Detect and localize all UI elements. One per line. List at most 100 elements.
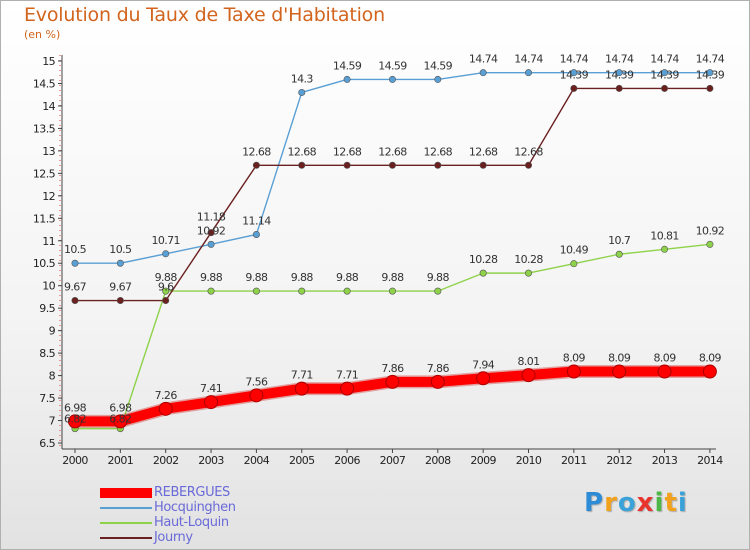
data-label: 8.09	[608, 352, 631, 365]
data-point	[706, 240, 714, 248]
data-point	[204, 395, 219, 410]
data-point	[388, 287, 396, 295]
x-tick-label: 2003	[198, 454, 224, 467]
legend-swatch	[100, 507, 152, 509]
data-label: 10.71	[151, 234, 180, 247]
data-label: 8.09	[699, 352, 722, 365]
data-point	[298, 287, 306, 295]
data-point	[702, 364, 717, 379]
data-point	[479, 69, 487, 77]
y-tick-label: 13	[42, 145, 55, 158]
data-label: 10.81	[650, 229, 679, 242]
data-label: 14.74	[469, 53, 498, 66]
data-point	[388, 75, 396, 83]
data-point	[207, 240, 215, 248]
data-point	[524, 269, 532, 277]
legend-swatch	[100, 537, 152, 539]
data-label: 10.7	[608, 234, 631, 247]
y-tick-label: 13.5	[33, 122, 56, 135]
x-tick-label: 2007	[380, 454, 406, 467]
data-point	[68, 414, 82, 429]
data-point	[657, 364, 672, 379]
data-point	[706, 84, 714, 92]
x-tick-label: 2005	[289, 454, 315, 467]
data-point	[661, 69, 669, 77]
x-tick-label: 2012	[606, 454, 632, 467]
data-label: 14.59	[378, 59, 407, 72]
legend-label: Haut-Loquin	[154, 515, 229, 530]
data-point	[162, 250, 170, 258]
data-label: 9.67	[109, 281, 132, 294]
y-tick-label: 9.5	[39, 302, 55, 315]
data-point	[430, 374, 445, 389]
data-point	[252, 161, 260, 169]
y-tick-label: 10.5	[33, 257, 56, 270]
data-label: 8.09	[654, 352, 677, 365]
data-label: 12.68	[333, 145, 362, 158]
data-point	[252, 230, 260, 238]
data-label: 7.26	[155, 389, 178, 402]
data-label: 9.67	[64, 281, 87, 294]
data-label: 12.68	[288, 145, 317, 158]
proxiti-logo: Proxiti	[584, 488, 688, 518]
data-label: 9.88	[245, 271, 268, 284]
data-label: 10.92	[696, 224, 725, 237]
data-label: 7.86	[427, 362, 450, 375]
data-label: 14.39	[696, 68, 725, 81]
data-point	[343, 287, 351, 295]
data-point	[249, 388, 264, 403]
y-tick-label: 8	[49, 370, 56, 383]
series-line-journy	[75, 87, 710, 302]
data-point	[434, 161, 442, 169]
x-tick-label: 2010	[516, 454, 542, 467]
data-point	[570, 69, 578, 77]
y-tick-label: 9	[49, 325, 56, 338]
y-tick-label: 12	[42, 190, 55, 203]
x-tick-label: 2013	[652, 454, 678, 467]
data-label: 12.68	[242, 145, 271, 158]
legend-label: Hocquinghen	[154, 500, 236, 515]
data-label: 12.68	[514, 145, 543, 158]
data-label: 9.88	[427, 271, 450, 284]
data-label: 8.01	[517, 355, 539, 368]
data-point	[434, 75, 442, 83]
x-tick-label: 2011	[561, 454, 587, 467]
data-label: 7.56	[245, 375, 268, 388]
y-tick-label: 14.5	[33, 77, 56, 90]
data-point	[162, 297, 170, 305]
data-point	[612, 364, 627, 379]
data-point	[479, 161, 487, 169]
data-label: 9.88	[155, 271, 178, 284]
data-point	[162, 287, 170, 295]
data-label: 14.74	[560, 53, 589, 66]
data-label: 14.39	[650, 68, 679, 81]
x-tick-label: 2002	[153, 454, 179, 467]
data-label: 9.6	[158, 281, 174, 294]
x-tick-label: 2004	[244, 454, 270, 467]
x-tick-label: 2009	[470, 454, 496, 467]
data-label: 10.28	[514, 253, 543, 266]
data-label: 14.74	[514, 53, 543, 66]
data-label: 10.92	[197, 224, 226, 237]
y-tick-label: 11	[42, 235, 55, 248]
data-label: 8.09	[563, 352, 586, 365]
chart-title: Evolution du Taux de Taxe d'Habitation	[24, 4, 385, 26]
data-point	[661, 84, 669, 92]
y-tick-label: 15	[42, 55, 55, 68]
x-tick-label: 2000	[62, 454, 88, 467]
data-label: 7.71	[336, 369, 358, 382]
data-label: 10.28	[469, 253, 498, 266]
legend-label: REBERGUES	[154, 485, 230, 500]
x-tick-label: 2001	[108, 454, 134, 467]
data-point	[343, 75, 351, 83]
data-label: 7.71	[291, 369, 313, 382]
data-point	[340, 381, 355, 396]
data-point	[524, 69, 532, 77]
legend-label: Journy	[154, 530, 193, 545]
y-axis-unit: (en %)	[24, 28, 61, 41]
y-tick-label: 7	[49, 415, 56, 428]
y-tick-label: 14	[42, 100, 55, 113]
x-tick-label: 2008	[425, 454, 451, 467]
data-point	[343, 161, 351, 169]
